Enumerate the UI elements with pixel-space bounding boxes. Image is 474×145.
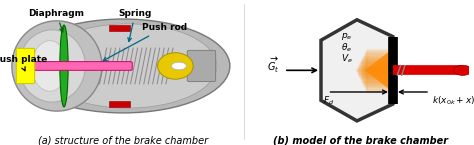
Circle shape xyxy=(172,62,187,70)
Ellipse shape xyxy=(19,30,85,102)
Text: $F_d$: $F_d$ xyxy=(323,94,335,107)
Text: Push plate: Push plate xyxy=(0,55,47,71)
Circle shape xyxy=(454,65,472,75)
Bar xyxy=(109,101,130,107)
Polygon shape xyxy=(365,49,393,92)
Text: $\theta_e$: $\theta_e$ xyxy=(341,41,352,54)
Ellipse shape xyxy=(17,19,230,113)
FancyBboxPatch shape xyxy=(187,50,216,82)
Text: Spring: Spring xyxy=(118,9,152,41)
Ellipse shape xyxy=(12,21,102,111)
Ellipse shape xyxy=(60,25,68,107)
Ellipse shape xyxy=(39,24,217,108)
Text: Push rod: Push rod xyxy=(103,23,187,61)
Bar xyxy=(109,25,130,31)
Text: (a) structure of the brake chamber: (a) structure of the brake chamber xyxy=(38,136,208,145)
FancyBboxPatch shape xyxy=(22,62,132,70)
Text: $p_e$: $p_e$ xyxy=(341,31,352,42)
Text: (b) model of the brake chamber: (b) model of the brake chamber xyxy=(273,135,448,145)
Text: Diaphragm: Diaphragm xyxy=(28,9,84,32)
Text: $V_e$: $V_e$ xyxy=(341,52,352,65)
Ellipse shape xyxy=(32,41,68,91)
Text: $\overrightarrow{G_t}$: $\overrightarrow{G_t}$ xyxy=(267,56,280,75)
FancyBboxPatch shape xyxy=(16,48,35,84)
Ellipse shape xyxy=(157,53,193,79)
Polygon shape xyxy=(321,20,393,121)
Text: $k(x_{0k}+x)$: $k(x_{0k}+x)$ xyxy=(432,94,474,107)
